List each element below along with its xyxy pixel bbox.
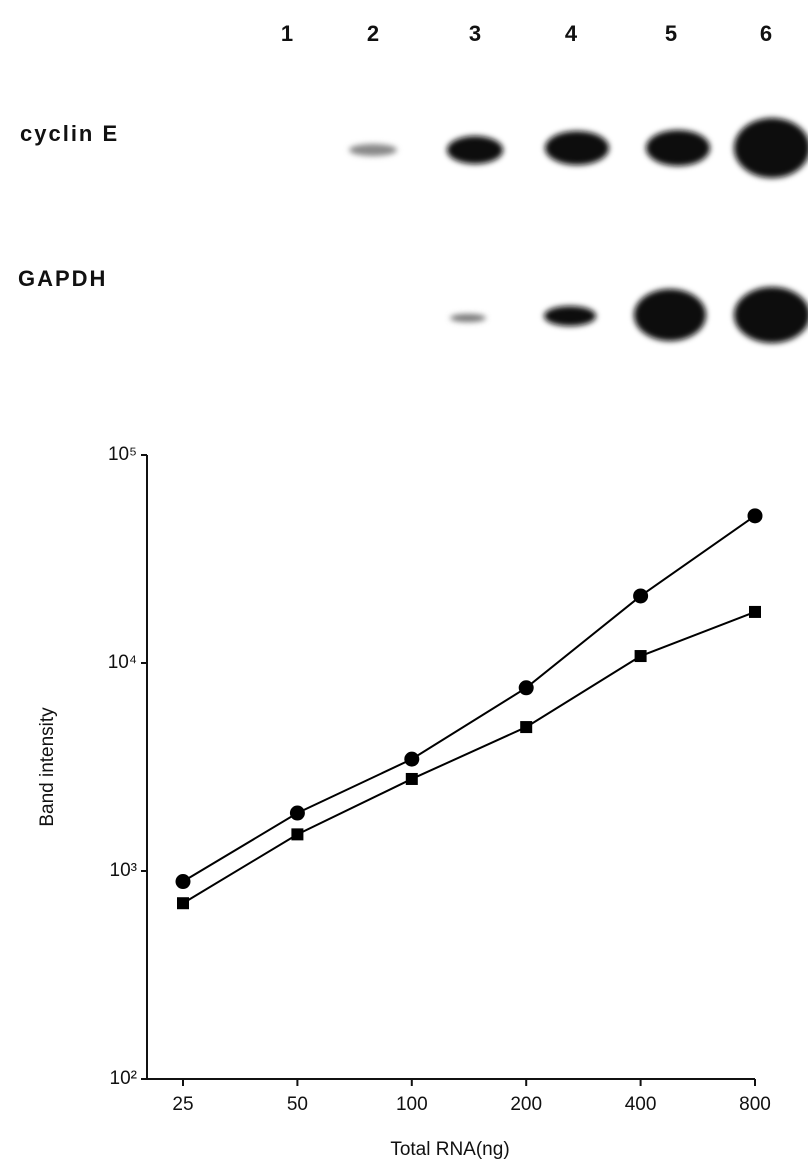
y-tick-label: 10² [110,1068,137,1089]
x-tick-label: 25 [172,1094,193,1115]
point [748,508,763,523]
x-axis-label: Total RNA(ng) [390,1139,509,1160]
band [450,314,486,322]
point [520,721,532,733]
band [545,131,609,165]
band [646,130,710,166]
y-axis-label: Band intensity [37,707,58,827]
series-line [183,612,755,903]
point [291,828,303,840]
gel-bands [349,118,808,343]
gel-labels: cyclin E GAPDH [18,121,119,291]
lane-label: 4 [565,21,578,46]
y-tick-label: 10³ [110,860,137,881]
lane-label: 5 [665,21,677,46]
point [404,752,419,767]
lane-label: 1 [281,21,293,46]
band [734,118,808,178]
x-tick-label: 400 [625,1094,657,1115]
point [290,806,305,821]
lane-label: 2 [367,21,379,46]
x-tick-label: 100 [396,1094,428,1115]
band [634,289,706,341]
row-label: GAPDH [18,266,107,291]
band [349,144,397,156]
y-tick-label: 10⁴ [108,652,137,673]
row-label: cyclin E [20,121,119,146]
band [447,136,503,164]
point [176,874,191,889]
point [749,606,761,618]
point [519,680,534,695]
point [635,650,647,662]
y-tick-label: 10⁵ [108,444,137,465]
point [406,773,418,785]
point [633,588,648,603]
lane-label: 6 [760,21,772,46]
x-tick-label: 50 [287,1094,308,1115]
series-line [183,516,755,882]
figure: cyclin E GAPDH 1 2 3 4 5 6 10² 10³ 10⁴ 10⁵ 25 50 100… [0,0,808,1163]
x-tick-label: 200 [510,1094,542,1115]
x-tick-label: 800 [739,1094,771,1115]
band [734,287,808,343]
point [177,897,189,909]
lane-label: 3 [469,21,481,46]
band [544,306,596,326]
